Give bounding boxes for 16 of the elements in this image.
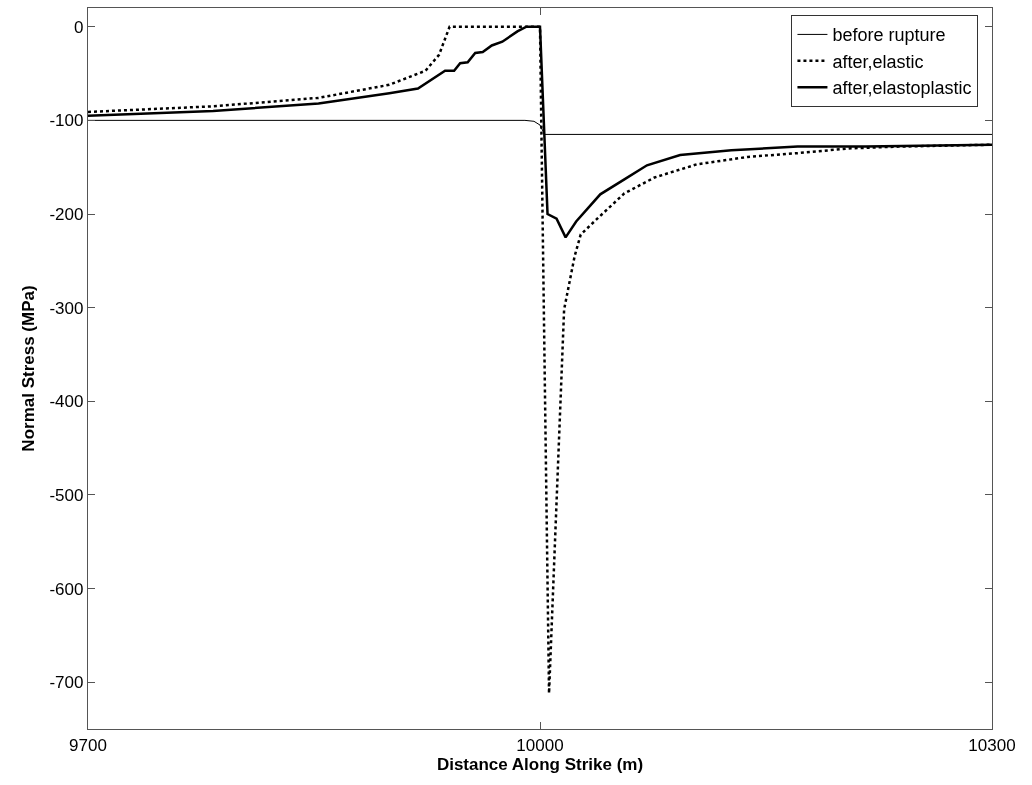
legend-label: after,elastic (832, 51, 924, 72)
y-axis-title: Normal Stress (MPa) (18, 285, 38, 452)
legend-label: before rupture (832, 25, 946, 46)
y-tick-label: -100 (49, 111, 84, 131)
y-tick-label: -600 (49, 579, 84, 599)
x-tick-label: 10000 (516, 735, 564, 755)
x-tick-label: 9700 (69, 735, 107, 755)
y-tick-label: -300 (49, 298, 84, 318)
x-tick-label: 10300 (968, 735, 1016, 755)
y-tick-label: -700 (49, 673, 84, 693)
legend-label: after,elastoplastic (832, 78, 972, 99)
y-tick-label: -400 (49, 392, 84, 412)
y-tick-label: 0 (73, 17, 84, 37)
y-tick-label: -200 (49, 204, 84, 224)
y-tick-label: -500 (49, 485, 84, 505)
x-axis-title: Distance Along Strike (m) (436, 754, 644, 774)
